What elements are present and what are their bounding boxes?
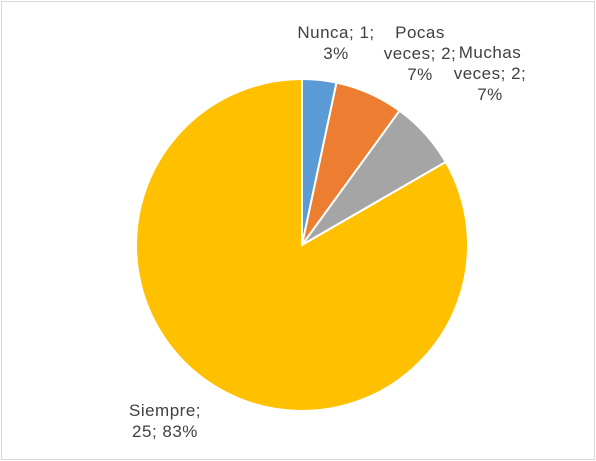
data-label: Siempre; 25; 83% (128, 401, 202, 441)
data-label: Muchas veces; 2; 7% (453, 43, 527, 104)
data-label: Pocas veces; 2; 7% (383, 23, 457, 84)
pie-slice (135, 77, 469, 412)
data-label: Nunca; 1; 3% (297, 23, 375, 63)
